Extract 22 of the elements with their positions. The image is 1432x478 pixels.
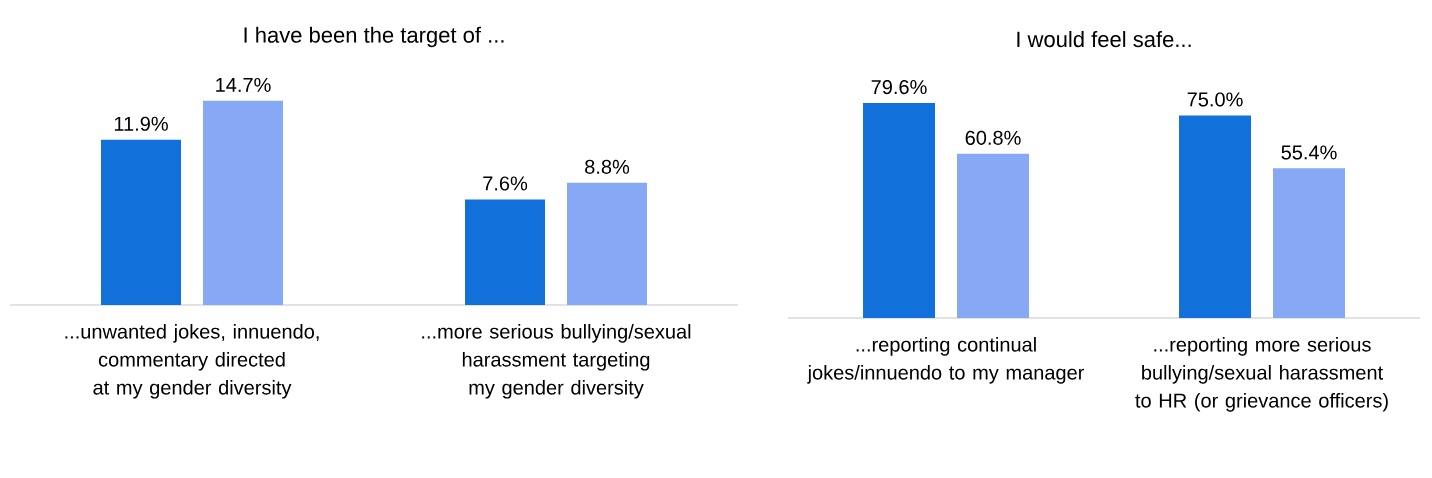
- data-label: 7.6%: [483, 176, 528, 191]
- chart-title: I have been the target of ...: [244, 26, 504, 48]
- bar: [1179, 115, 1252, 318]
- bar: [1273, 168, 1346, 318]
- x-tick-label: ...unwanted jokes, innuendo, commentary directed at my gender diversity: [65, 323, 319, 399]
- bar: [465, 199, 546, 305]
- data-label: 11.9%: [114, 116, 168, 131]
- bar: [957, 153, 1030, 318]
- data-label: 60.8%: [965, 130, 1021, 145]
- x-tick-label: ...reporting more serious bullying/sexual harassment to HR (or grievance officers): [1135, 336, 1388, 412]
- x-tick-label: ...more serious bullying/sexual harassment targeting my gender diversity: [422, 323, 691, 399]
- bar: [567, 182, 648, 305]
- data-label: 55.4%: [1281, 145, 1337, 160]
- data-label: 79.6%: [871, 79, 927, 95]
- data-label: 14.7%: [216, 77, 271, 92]
- data-label: 75.0%: [1187, 92, 1243, 107]
- bar: [101, 139, 182, 305]
- chart-title: I would feel safe...: [1017, 30, 1191, 48]
- data-label: 8.8%: [585, 159, 630, 174]
- bar: [863, 102, 936, 318]
- bar: [203, 100, 284, 305]
- x-tick-label: ...reporting continual jokes/innuendo to my manager: [807, 336, 1085, 384]
